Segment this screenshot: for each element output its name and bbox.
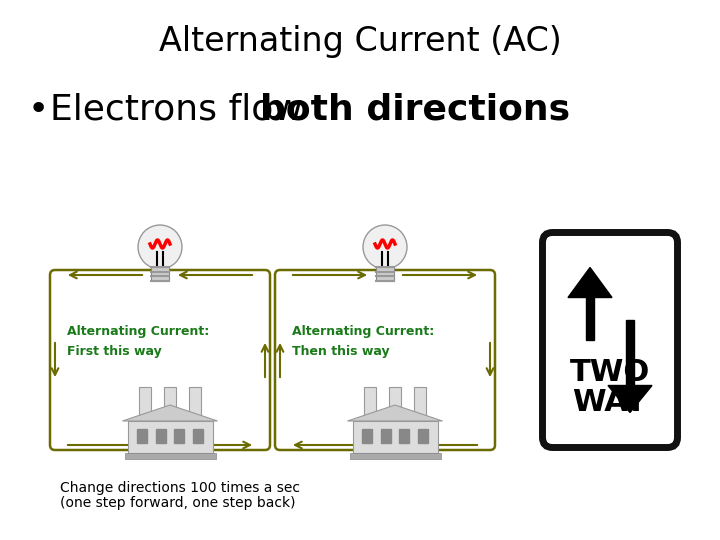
Bar	[381, 429, 391, 443]
Text: •: •	[28, 93, 49, 127]
Bar	[137, 429, 147, 443]
Bar	[125, 453, 215, 459]
FancyBboxPatch shape	[50, 270, 270, 450]
Bar	[193, 429, 203, 443]
Bar	[156, 429, 166, 443]
Bar	[349, 453, 441, 459]
Bar	[376, 267, 394, 281]
Bar	[418, 429, 428, 443]
Bar	[414, 387, 426, 427]
Bar	[362, 429, 372, 443]
Bar	[127, 421, 212, 453]
Polygon shape	[608, 386, 652, 413]
Text: Electrons flow: Electrons flow	[50, 93, 315, 127]
Circle shape	[138, 225, 182, 269]
Text: WAY: WAY	[572, 388, 647, 417]
Bar	[399, 429, 409, 443]
Bar	[151, 267, 169, 281]
Text: Then this way: Then this way	[292, 346, 390, 359]
Polygon shape	[568, 267, 612, 298]
Text: Alternating Current (AC): Alternating Current (AC)	[158, 25, 562, 58]
Polygon shape	[122, 405, 217, 421]
Bar	[189, 387, 201, 427]
Text: First this way: First this way	[67, 346, 162, 359]
Bar	[164, 387, 176, 427]
Bar	[586, 293, 594, 340]
Circle shape	[363, 225, 407, 269]
Text: Alternating Current:: Alternating Current:	[67, 326, 210, 339]
Bar	[174, 429, 184, 443]
FancyBboxPatch shape	[275, 270, 495, 450]
Bar	[389, 387, 401, 427]
Text: TWO: TWO	[570, 358, 650, 387]
Bar	[626, 320, 634, 388]
Text: Change directions 100 times a sec: Change directions 100 times a sec	[60, 481, 300, 495]
Bar	[353, 421, 438, 453]
Polygon shape	[348, 405, 443, 421]
Bar	[139, 387, 151, 427]
Bar	[364, 387, 376, 427]
FancyBboxPatch shape	[542, 233, 678, 448]
Text: Alternating Current:: Alternating Current:	[292, 326, 434, 339]
Text: both directions: both directions	[260, 93, 570, 127]
Text: (one step forward, one step back): (one step forward, one step back)	[60, 496, 295, 510]
